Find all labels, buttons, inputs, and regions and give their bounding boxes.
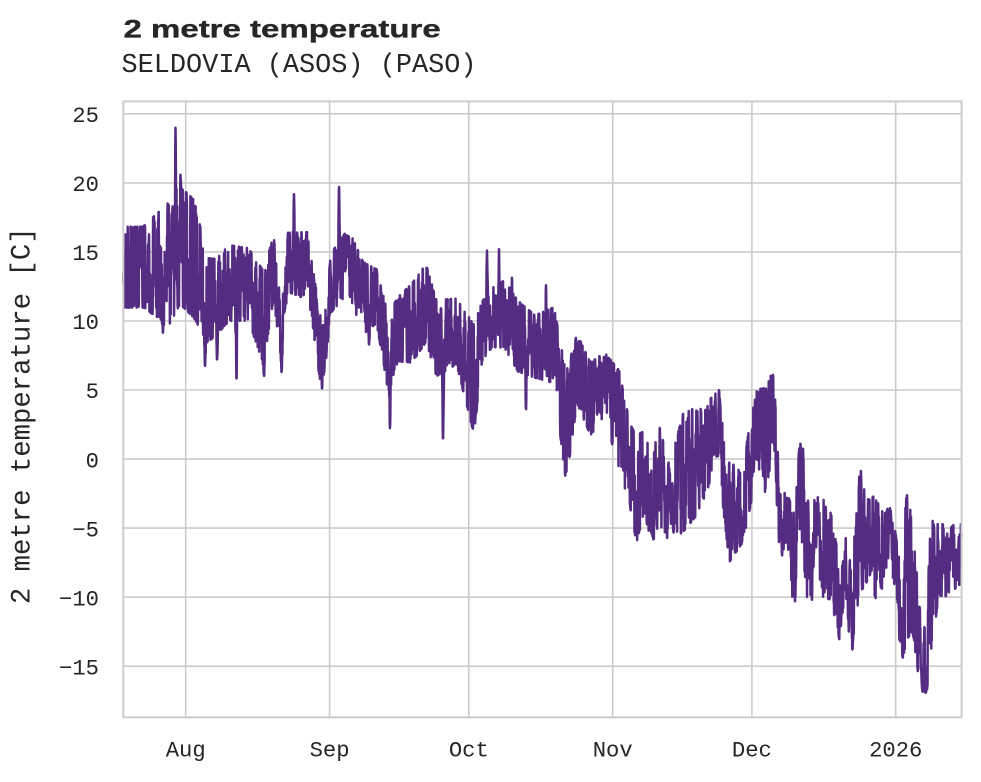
svg-text:−10: −10 — [59, 587, 99, 612]
svg-text:0: 0 — [86, 449, 99, 474]
svg-text:−15: −15 — [59, 656, 99, 681]
svg-text:Nov: Nov — [593, 739, 633, 764]
svg-text:15: 15 — [72, 242, 99, 267]
svg-text:25: 25 — [72, 104, 99, 129]
svg-text:SELDOVIA (ASOS) (PASO): SELDOVIA (ASOS) (PASO) — [122, 51, 477, 81]
svg-text:2 metre temperature [C]: 2 metre temperature [C] — [8, 227, 39, 604]
svg-text:10: 10 — [72, 311, 99, 336]
svg-text:2026: 2026 — [869, 739, 922, 764]
svg-text:Dec: Dec — [732, 739, 772, 764]
svg-text:Oct: Oct — [449, 739, 489, 764]
svg-text:2 metre temperature: 2 metre temperature — [124, 16, 441, 43]
svg-text:−5: −5 — [72, 518, 99, 543]
svg-text:20: 20 — [72, 173, 99, 198]
svg-text:Sep: Sep — [310, 739, 350, 764]
svg-text:5: 5 — [86, 380, 99, 405]
svg-text:Aug: Aug — [166, 739, 206, 764]
